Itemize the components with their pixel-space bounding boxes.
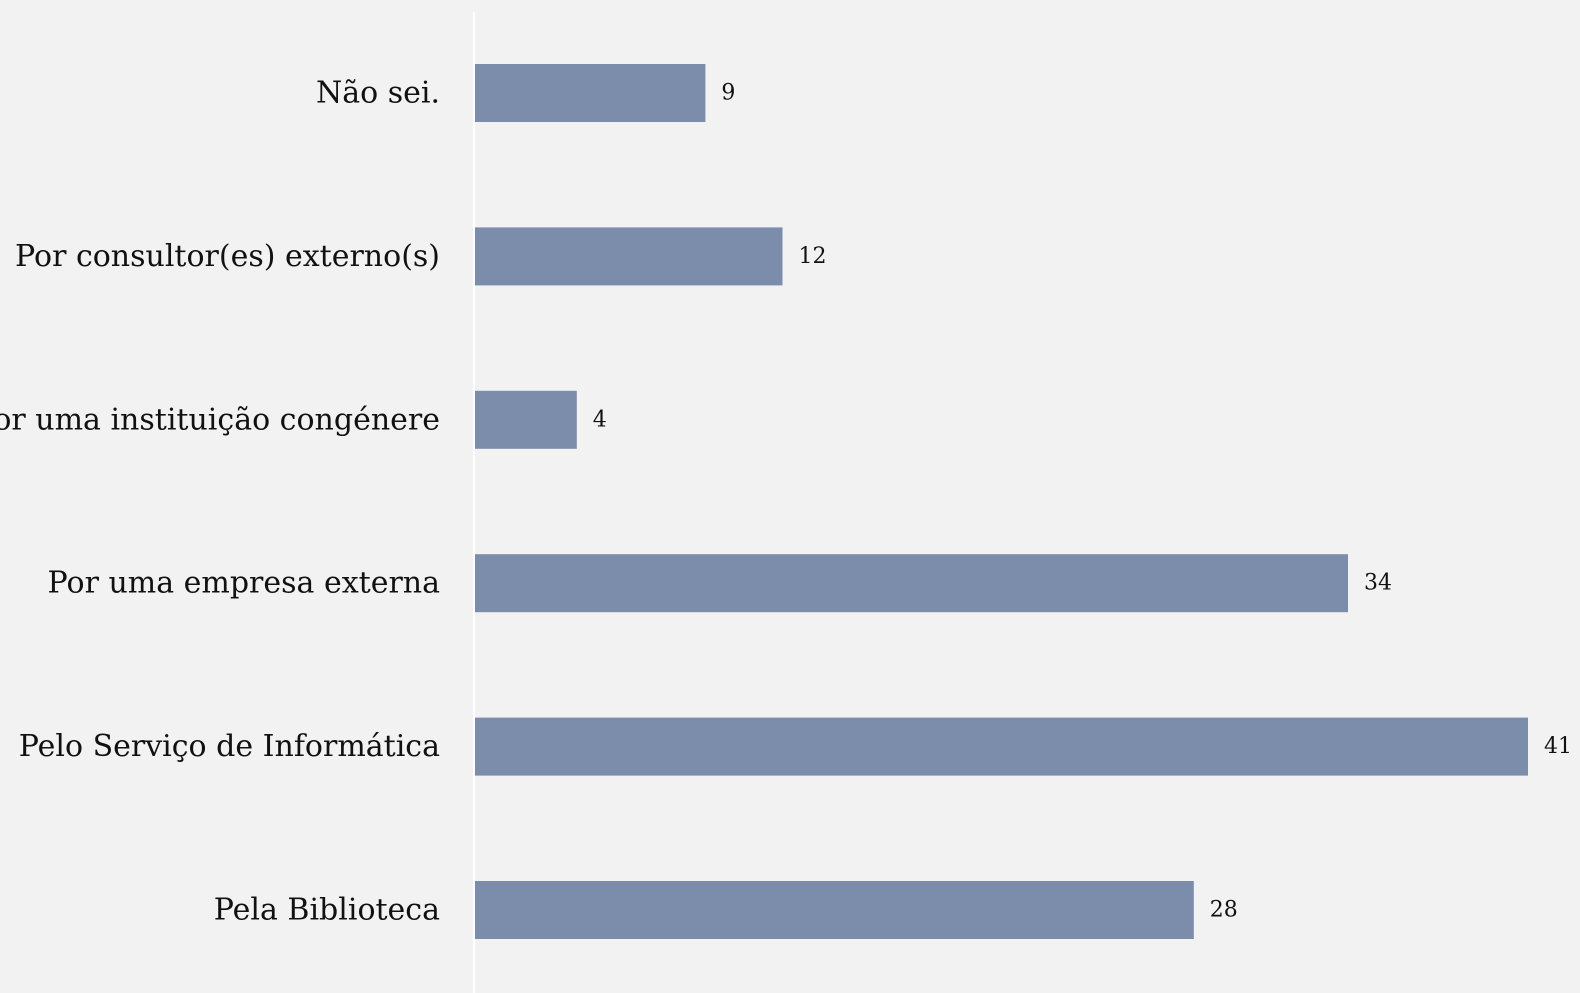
labels-group: Não sei. 9 Por consultor(es) externo(s) 12 P… bbox=[0, 76, 1572, 928]
bar-0 bbox=[474, 64, 706, 122]
bar-3 bbox=[474, 554, 1348, 613]
category-label-2: Por uma instituição congénere bbox=[0, 402, 440, 437]
value-label-5: 28 bbox=[1210, 898, 1238, 923]
category-label-1: Por consultor(es) externo(s) bbox=[15, 239, 440, 274]
category-label-3: Por uma empresa externa bbox=[48, 566, 441, 601]
bar-1 bbox=[474, 227, 783, 286]
value-label-2: 4 bbox=[593, 407, 607, 432]
value-label-1: 12 bbox=[799, 244, 827, 269]
bar-5 bbox=[474, 881, 1194, 939]
value-label-0: 9 bbox=[721, 81, 735, 106]
value-label-3: 34 bbox=[1364, 571, 1392, 596]
bar-2 bbox=[474, 390, 577, 449]
bars-group bbox=[474, 64, 1528, 939]
value-label-4: 41 bbox=[1544, 734, 1572, 759]
bar-4 bbox=[474, 717, 1528, 776]
category-label-0: Não sei. bbox=[316, 76, 440, 111]
category-label-4: Pelo Serviço de Informática bbox=[19, 729, 440, 764]
category-label-5: Pela Biblioteca bbox=[214, 893, 440, 928]
